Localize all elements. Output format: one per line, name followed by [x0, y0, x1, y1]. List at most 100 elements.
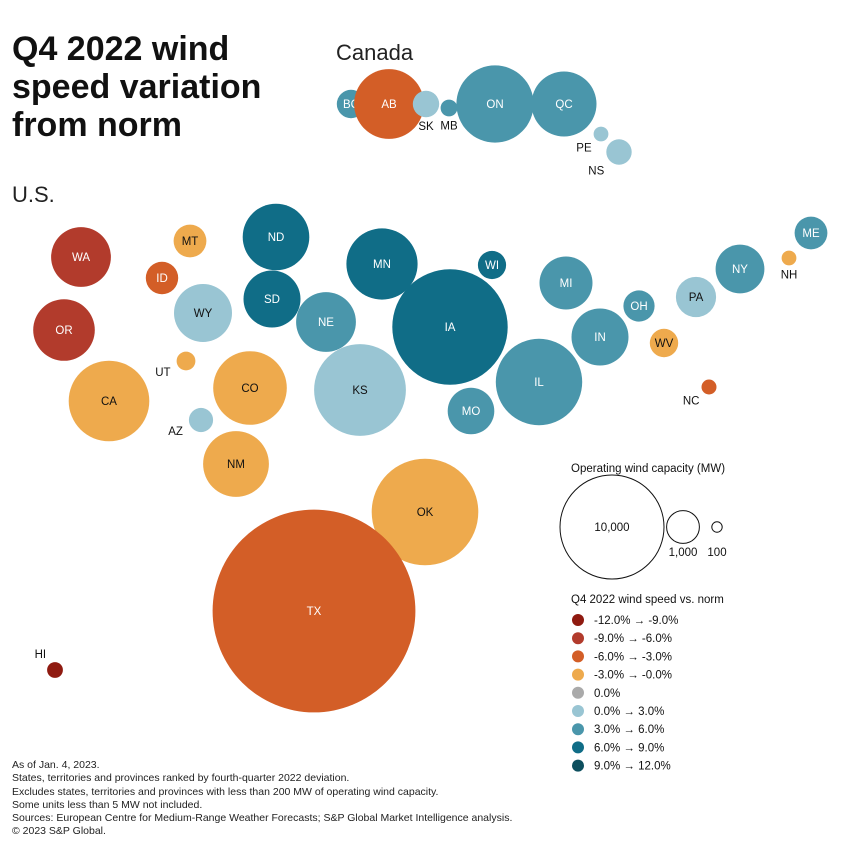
bubble-oh — [623, 290, 655, 322]
bubble-label-ia: IA — [445, 322, 456, 334]
bubble-wy — [174, 284, 232, 342]
footnote-line: Sources: European Centre for Medium-Rang… — [12, 812, 513, 825]
bubble-label-sk: SK — [418, 121, 434, 133]
color-legend-swatch — [572, 705, 584, 717]
chart-title: Q4 2022 wind speed variation from norm — [12, 30, 312, 144]
bubble-label-tx: TX — [307, 606, 322, 618]
color-legend-label: 9.0% → 12.0% — [594, 761, 671, 773]
color-legend-title: Q4 2022 wind speed vs. norm — [571, 594, 724, 606]
bubble-label-ny: NY — [732, 264, 748, 276]
bubble-label-ne: NE — [318, 317, 334, 329]
bubble-id — [145, 261, 179, 295]
size-legend-label: 10,000 — [594, 522, 629, 534]
footnote-line: Excludes states, territories and provinc… — [12, 785, 439, 798]
bubble-ut — [176, 351, 196, 371]
bubble-label-wy: WY — [194, 308, 213, 320]
color-legend-label: -3.0% → -0.0% — [594, 670, 672, 682]
bubble-mn — [346, 228, 418, 300]
bubble-label-mt: MT — [182, 236, 199, 248]
color-legend-swatch — [572, 759, 584, 772]
bubble-ne — [296, 292, 356, 352]
bubble-me — [794, 216, 828, 250]
bubble-mb — [440, 99, 458, 117]
size-legend-label: 1,000 — [669, 547, 698, 559]
size-legend-circle — [559, 474, 665, 580]
bubble-mo — [447, 387, 495, 435]
bubble-mi — [539, 256, 593, 310]
bubble-label-nm: NM — [227, 459, 245, 471]
bubble-hi — [47, 662, 63, 678]
size-legend-title: Operating wind capacity (MW) — [571, 463, 725, 475]
size-legend-circle — [666, 510, 700, 544]
size-legend: Operating wind capacity (MW) 10,000 1,000… — [559, 463, 727, 580]
bubble-nh — [781, 250, 797, 266]
bubble-label-il: IL — [534, 377, 544, 389]
bubble-il — [495, 338, 583, 426]
bubble-label-az: AZ — [168, 426, 183, 438]
bubble-sd — [243, 270, 301, 328]
bubble-ia — [392, 269, 508, 385]
color-legend-swatch — [572, 741, 584, 754]
bubble-label-in: IN — [594, 332, 606, 344]
bubble-nm — [203, 431, 269, 497]
bubble-label-wi: WI — [485, 260, 499, 272]
bubble-label-pa: PA — [689, 292, 704, 304]
bubble-nc — [701, 379, 717, 395]
color-legend-swatch — [572, 614, 584, 626]
color-legend-label: -9.0% → -6.0% — [594, 633, 672, 645]
bubble-label-mb: MB — [440, 120, 458, 132]
bubble-label-nd: ND — [268, 232, 285, 244]
bubble-label-wa: WA — [72, 252, 90, 264]
bubble-label-me: ME — [802, 228, 820, 240]
bubble-label-mi: MI — [560, 278, 573, 290]
size-legend-label: 100 — [707, 547, 726, 559]
bubble-qc — [531, 71, 597, 137]
bubble-ca — [68, 360, 150, 442]
bubble-label-on: ON — [486, 99, 503, 111]
bubble-label-sd: SD — [264, 294, 280, 306]
footnotes: As of Jan. 4, 2023. States, territories … — [12, 759, 512, 839]
title-line: Q4 2022 wind — [12, 30, 230, 68]
color-legend-label: 6.0% → 9.0% — [594, 742, 664, 754]
bubble-label-or: OR — [55, 325, 72, 337]
bubble-label-wv: WV — [655, 338, 674, 350]
bubble-wi — [477, 250, 507, 280]
size-legend-circle — [711, 521, 723, 533]
bubble-in — [571, 308, 629, 366]
bubble-label-id: ID — [156, 273, 168, 285]
color-legend-swatch — [572, 632, 584, 645]
bubble-label-mo: MO — [462, 406, 481, 418]
bubble-sk — [412, 90, 440, 118]
title-line: from norm — [12, 106, 182, 144]
bubble-label-ca: CA — [101, 396, 117, 408]
bubble-label-ok: OK — [417, 507, 434, 519]
color-legend-swatch — [572, 650, 584, 663]
bubble-nd — [242, 203, 310, 271]
bubble-on — [456, 65, 534, 143]
bubble-label-qc: QC — [555, 99, 572, 111]
bubble-ns — [606, 139, 632, 165]
color-legend-label: -6.0% → -3.0% — [594, 651, 672, 663]
bubble-label-mn: MN — [373, 259, 391, 271]
footnote-line: States, territories and provinces ranked… — [12, 772, 350, 785]
bubble-label-pe: PE — [576, 142, 592, 154]
color-legend-label: -12.0% → -9.0% — [594, 615, 678, 627]
bubble-label-ab: AB — [381, 99, 397, 111]
bubble-az — [188, 407, 214, 433]
color-legend-label: 0.0% → 3.0% — [594, 706, 664, 718]
color-legend-swatch — [572, 723, 584, 736]
bubble-tx — [212, 509, 416, 713]
bubble-label-ut: UT — [155, 367, 170, 379]
bubble-co — [213, 351, 287, 425]
bubble-wv — [649, 328, 679, 358]
color-legend-label: 0.0% — [594, 688, 620, 700]
bubble-label-nc: NC — [683, 396, 700, 408]
bubble-ks — [314, 344, 406, 436]
region-label-us: U.S. — [12, 182, 55, 207]
bubble-label-nh: NH — [781, 269, 798, 281]
color-legend-swatch — [572, 668, 584, 681]
bubble-label-ns: NS — [588, 166, 604, 178]
color-legend-label: 3.0% → 6.0% — [594, 724, 664, 736]
